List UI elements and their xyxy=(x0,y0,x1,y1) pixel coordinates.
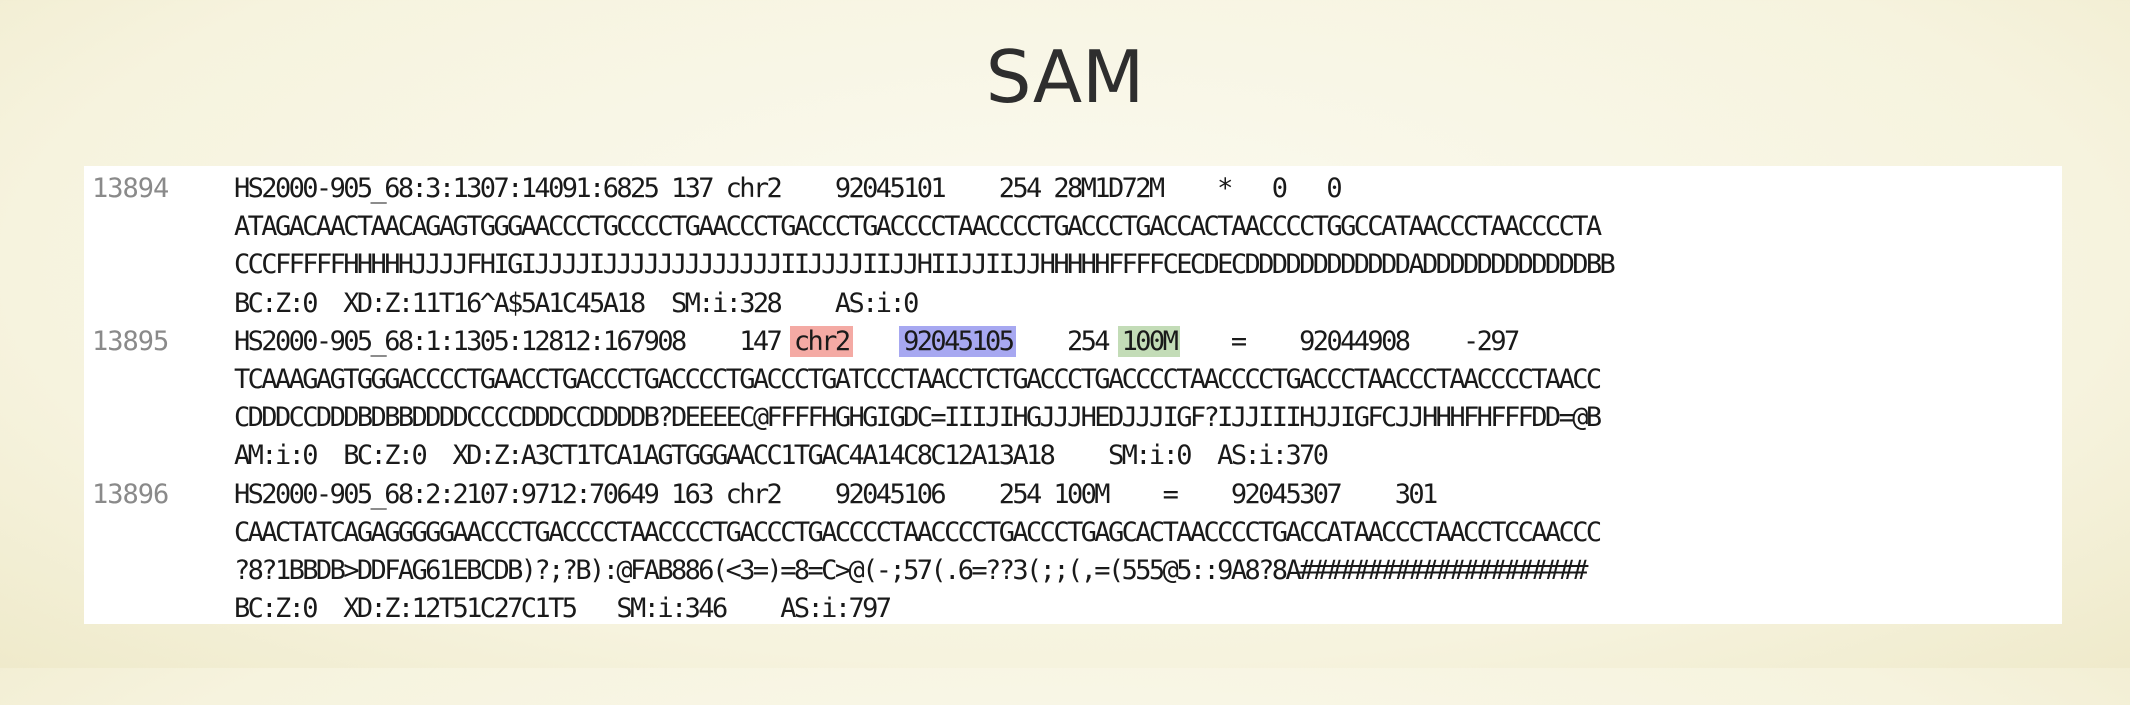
alignment-fields: HS2000-905_68:1:1305:12812:167908 147 ch… xyxy=(234,323,1520,361)
rname-highlight: chr2 xyxy=(789,325,853,357)
read-sequence: CAACTATCAGAGGGGGAACCCTGACCCCTAACCCCTGACC… xyxy=(234,516,1602,548)
mate-fields: = 92044908 -297 xyxy=(1176,325,1520,357)
record-sequence-line: CAACTATCAGAGGGGGAACCCTGACCCCTAACCCCTGACC… xyxy=(84,514,2062,552)
sam-record: 13896 HS2000-905_68:2:2107:9712:70649 16… xyxy=(84,476,2062,629)
sam-record: 13894 HS2000-905_68:3:1307:14091:6825 13… xyxy=(84,170,2062,323)
read-sequence: ATAGACAACTAACAGAGTGGGAACCCTGCCCCTGAACCCT… xyxy=(234,211,1602,243)
record-quality-line: ?8?1BBDB>DDFAG61EBCDB)?;?B):@FAB886(<3=)… xyxy=(84,552,2062,590)
row-number: 13896 xyxy=(92,478,169,510)
qname-flag-field: HS2000-905_68:1:1305:12812:167908 147 xyxy=(234,325,794,357)
mapq-field: 254 xyxy=(1012,325,1122,357)
sam-record: 13895 HS2000-905_68:1:1305:12812:167908 … xyxy=(84,323,2062,476)
record-quality-line: CDDDCCDDDBDBBDDDDCCCCDDDCCDDDDB?DEEEEC@F… xyxy=(84,399,2062,437)
record-sequence-line: ATAGACAACTAACAGAGTGGGAACCCTGCCCCTGAACCCT… xyxy=(84,208,2062,246)
record-tags-line: BC:Z:0 XD:Z:11T16^A$5A1C45A18 SM:i:328 A… xyxy=(84,285,2062,323)
record-tags-line: BC:Z:0 XD:Z:12T51C27C1T5 SM:i:346 AS:i:7… xyxy=(84,590,2062,628)
record-header-line: 13895 HS2000-905_68:1:1305:12812:167908 … xyxy=(84,323,2062,361)
alignment-fields: HS2000-905_68:3:1307:14091:6825 137 chr2… xyxy=(234,173,1343,204)
row-number: 13895 xyxy=(92,325,169,357)
row-number: 13894 xyxy=(92,173,169,204)
record-header-line: 13894 HS2000-905_68:3:1307:14091:6825 13… xyxy=(84,170,2062,208)
slide-title: SAM xyxy=(985,35,1145,119)
pos-highlight: 92045105 xyxy=(899,325,1017,357)
field-gap xyxy=(849,326,904,357)
optional-tags: AM:i:0 BC:Z:0 XD:Z:A3CT1TCA1AGTGGGAACC1T… xyxy=(234,440,1329,472)
record-sequence-line: TCAAAGAGTGGGACCCCTGAACCTGACCCTGACCCCTGAC… xyxy=(84,361,2062,399)
record-header-line: 13896 HS2000-905_68:2:2107:9712:70649 16… xyxy=(84,476,2062,514)
optional-tags: BC:Z:0 XD:Z:11T16^A$5A1C45A18 SM:i:328 A… xyxy=(234,287,919,319)
optional-tags: BC:Z:0 XD:Z:12T51C27C1T5 SM:i:346 AS:i:7… xyxy=(234,593,892,625)
base-quality: CDDDCCDDDBDBBDDDDCCCCDDDCCDDDDB?DEEEEC@F… xyxy=(234,402,1602,434)
record-tags-line: AM:i:0 BC:Z:0 XD:Z:A3CT1TCA1AGTGGGAACC1T… xyxy=(84,437,2062,475)
sam-record-listing: 13894 HS2000-905_68:3:1307:14091:6825 13… xyxy=(84,166,2062,624)
base-quality: CCCFFFFFHHHHHJJJJFHIGIJJJJIJJJJJJJJJJJJJ… xyxy=(234,249,1616,281)
alignment-fields: HS2000-905_68:2:2107:9712:70649 163 chr2… xyxy=(234,478,1438,510)
read-sequence: TCAAAGAGTGGGACCCCTGAACCTGACCCTGACCCCTGAC… xyxy=(234,363,1602,395)
record-quality-line: CCCFFFFFHHHHHJJJJFHIGIJJJJIJJJJJJJJJJJJJ… xyxy=(84,246,2062,284)
base-quality: ?8?1BBDB>DDFAG61EBCDB)?;?B):@FAB886(<3=)… xyxy=(234,554,1588,586)
cigar-highlight: 100M xyxy=(1117,325,1181,357)
